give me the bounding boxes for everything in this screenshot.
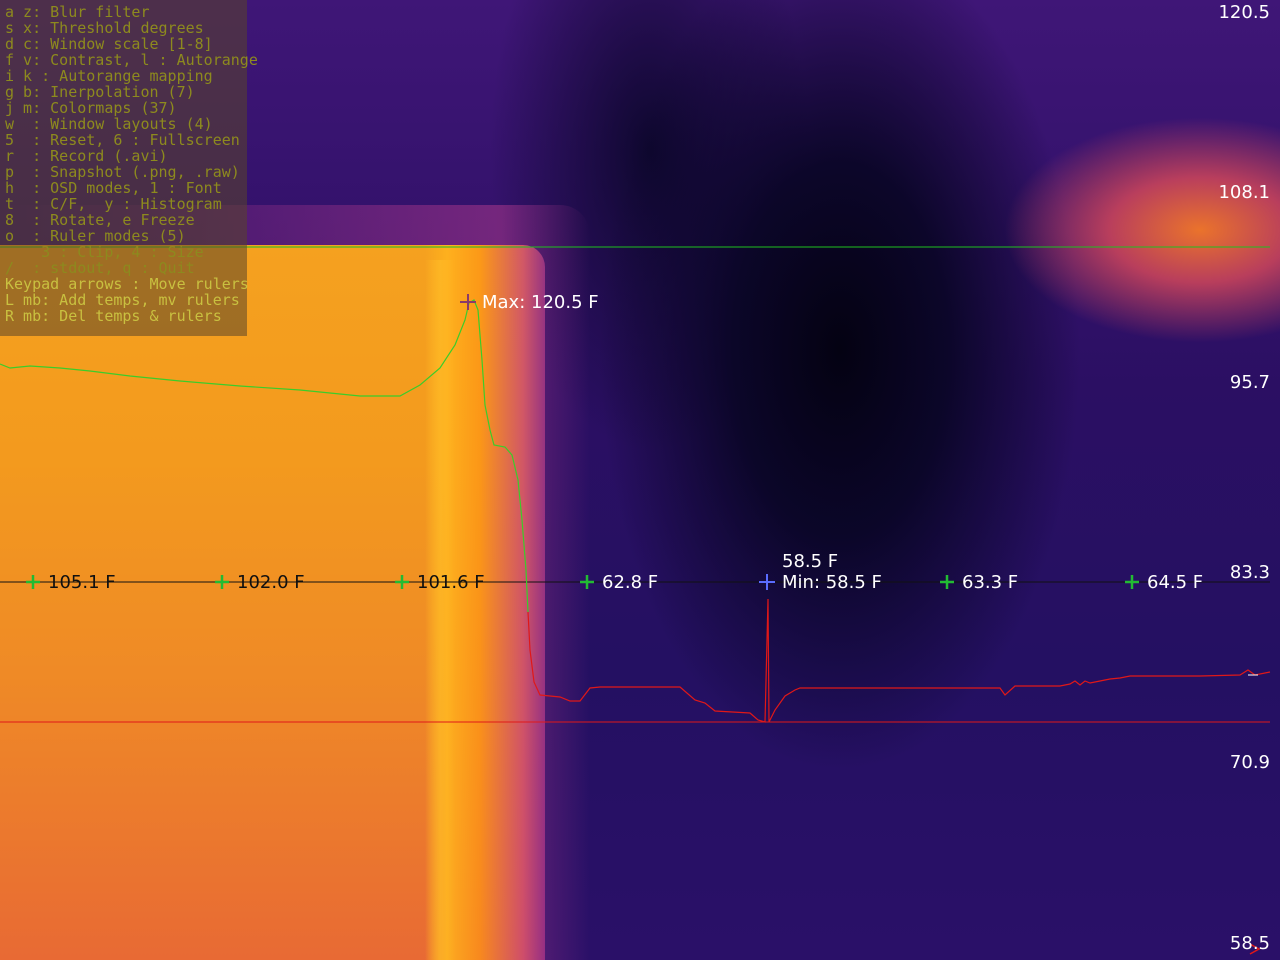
scale-label-2: 108.1 <box>1218 182 1270 203</box>
help-line: 5 : Reset, 6 : Fullscreen <box>5 131 240 149</box>
scale-label-5: 70.9 <box>1229 752 1270 773</box>
temp-label-5: 63.3 F <box>962 572 1019 593</box>
help-line: j m: Colormaps (37) <box>5 99 177 117</box>
help-line: s x: Threshold degrees <box>5 19 204 37</box>
help-line: p : Snapshot (.png, .raw) <box>5 163 240 181</box>
temp-marker-6[interactable] <box>1125 575 1139 589</box>
temp-marker-1[interactable] <box>26 575 40 589</box>
help-line: f v: Contrast, l : Autorange <box>5 51 258 69</box>
scale-label-4: 83.3 <box>1229 562 1270 583</box>
help-line: 3 : Clip, 4 : Size <box>5 243 204 261</box>
temp-label-1: 105.1 F <box>48 572 116 593</box>
scale-label-1: 120.5 <box>1218 2 1270 23</box>
max-marker-cross[interactable] <box>460 294 476 310</box>
help-line: h : OSD modes, 1 : Font <box>5 179 222 197</box>
min-marker-cross[interactable] <box>759 574 775 590</box>
profile-line-warm <box>0 299 529 613</box>
help-line: Keypad arrows : Move rulers <box>5 275 249 293</box>
temp-label-3: 101.6 F <box>417 572 485 593</box>
help-line: w : Window layouts (4) <box>5 115 213 133</box>
temp-marker-2[interactable] <box>215 575 229 589</box>
min-marker-label-top: 58.5 F <box>782 551 839 572</box>
help-line: a z: Blur filter <box>5 3 150 21</box>
help-line: r : Record (.avi) <box>5 147 168 165</box>
max-marker-label: Max: 120.5 F <box>482 292 599 313</box>
help-line: o : Ruler modes (5) <box>5 227 186 245</box>
help-line: R mb: Del temps & rulers <box>5 307 222 325</box>
profile-line-cool <box>527 598 1271 723</box>
temp-marker-3[interactable] <box>395 575 409 589</box>
scale-label-6: 58.5 <box>1229 933 1270 954</box>
help-line: / : stdout, q : Quit <box>5 259 195 277</box>
help-line: g b: Inerpolation (7) <box>5 83 195 101</box>
help-line: d c: Window scale [1-8] <box>5 35 213 53</box>
help-overlay <box>0 0 247 336</box>
temp-label-6: 64.5 F <box>1147 572 1204 593</box>
help-line: i k : Autorange mapping <box>5 67 213 85</box>
scale-label-3: 95.7 <box>1229 372 1270 393</box>
min-marker-label: Min: 58.5 F <box>782 572 882 593</box>
help-line: t : C/F, y : Histogram <box>5 195 222 213</box>
temp-label-2: 102.0 F <box>237 572 305 593</box>
help-line: 8 : Rotate, e Freeze <box>5 211 195 229</box>
temp-marker-4[interactable] <box>580 575 594 589</box>
corner-arrow-icon <box>1249 943 1261 955</box>
temp-marker-5[interactable] <box>940 575 954 589</box>
temp-label-4: 62.8 F <box>602 572 659 593</box>
help-line: L mb: Add temps, mv rulers <box>5 291 240 309</box>
